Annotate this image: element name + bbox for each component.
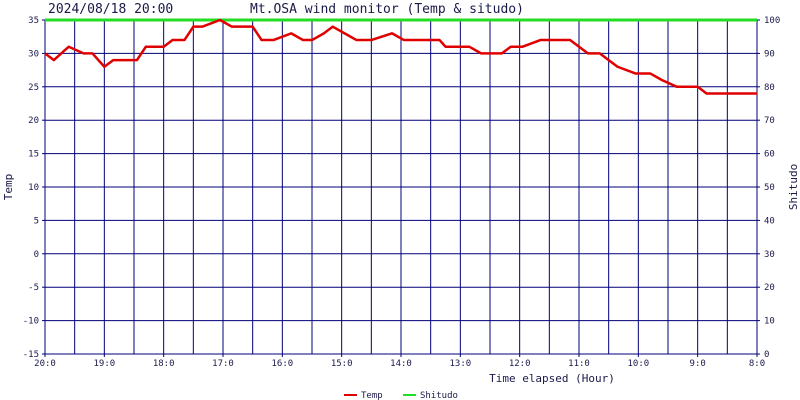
x-tick-label: 11:0 bbox=[568, 359, 590, 369]
y-right-tick-label: 50 bbox=[764, 183, 775, 193]
x-tick-label: 13:0 bbox=[449, 359, 471, 369]
y-left-tick-label: 5 bbox=[34, 216, 39, 226]
y-axis-left-ticks: 35 30 25 20 15 10 5 0 -5 -10 -15 bbox=[23, 16, 45, 360]
x-tick-label: 18:0 bbox=[153, 359, 175, 369]
y-right-tick-label: 40 bbox=[764, 216, 775, 226]
y-left-tick-label: -10 bbox=[23, 317, 39, 327]
y-left-tick-label: 15 bbox=[28, 150, 39, 160]
y-left-tick-label: 10 bbox=[28, 183, 39, 193]
y-right-tick-label: 0 bbox=[764, 350, 769, 360]
x-tick-label: 19:0 bbox=[93, 359, 115, 369]
y-axis-left-label: Temp bbox=[2, 174, 15, 201]
y-left-tick-label: 0 bbox=[34, 250, 39, 260]
x-axis-label: Time elapsed (Hour) bbox=[489, 372, 615, 385]
x-axis-ticks: 20:0 19:0 18:0 17:0 16:0 15:0 14:0 13:0 12:0 11:0… bbox=[34, 354, 765, 369]
timestamp-label: 2024/08/18 20:00 bbox=[48, 2, 173, 17]
series-layer bbox=[44, 18, 758, 95]
y-right-tick-label: 20 bbox=[764, 283, 775, 293]
y-right-tick-label: 70 bbox=[764, 116, 775, 126]
x-tick-label: 16:0 bbox=[271, 359, 293, 369]
y-left-tick-label: 25 bbox=[28, 83, 39, 93]
y-right-tick-label: 100 bbox=[764, 16, 780, 26]
x-tick-label: 14:0 bbox=[390, 359, 412, 369]
x-tick-label: 9:0 bbox=[690, 359, 706, 369]
y-left-tick-label: 20 bbox=[28, 116, 39, 126]
y-right-tick-label: 60 bbox=[764, 150, 775, 160]
y-left-tick-label: 30 bbox=[28, 49, 39, 59]
y-right-tick-label: 80 bbox=[764, 83, 775, 93]
y-right-tick-label: 30 bbox=[764, 250, 775, 260]
y-right-tick-label: 90 bbox=[764, 49, 775, 59]
x-tick-label: 10:0 bbox=[627, 359, 649, 369]
y-left-tick-label: -15 bbox=[23, 350, 39, 360]
legend: Temp Shitudo bbox=[344, 391, 458, 400]
y-axis-right-label: Shitudo bbox=[787, 164, 800, 210]
x-tick-label: 17:0 bbox=[212, 359, 234, 369]
y-right-tick-label: 10 bbox=[764, 317, 775, 327]
x-tick-label: 15:0 bbox=[331, 359, 353, 369]
chart-title: Mt.OSA wind monitor (Temp & situdo) bbox=[250, 2, 524, 17]
x-tick-label: 8:0 bbox=[749, 359, 765, 369]
y-left-tick-label: 35 bbox=[28, 16, 39, 26]
x-tick-label: 12:0 bbox=[509, 359, 531, 369]
legend-shitudo-label: Shitudo bbox=[420, 391, 458, 400]
series-temp-line bbox=[44, 18, 757, 95]
grid bbox=[45, 20, 757, 354]
legend-temp-label: Temp bbox=[361, 391, 383, 400]
x-tick-label: 20:0 bbox=[34, 359, 56, 369]
y-left-tick-label: -5 bbox=[28, 283, 39, 293]
